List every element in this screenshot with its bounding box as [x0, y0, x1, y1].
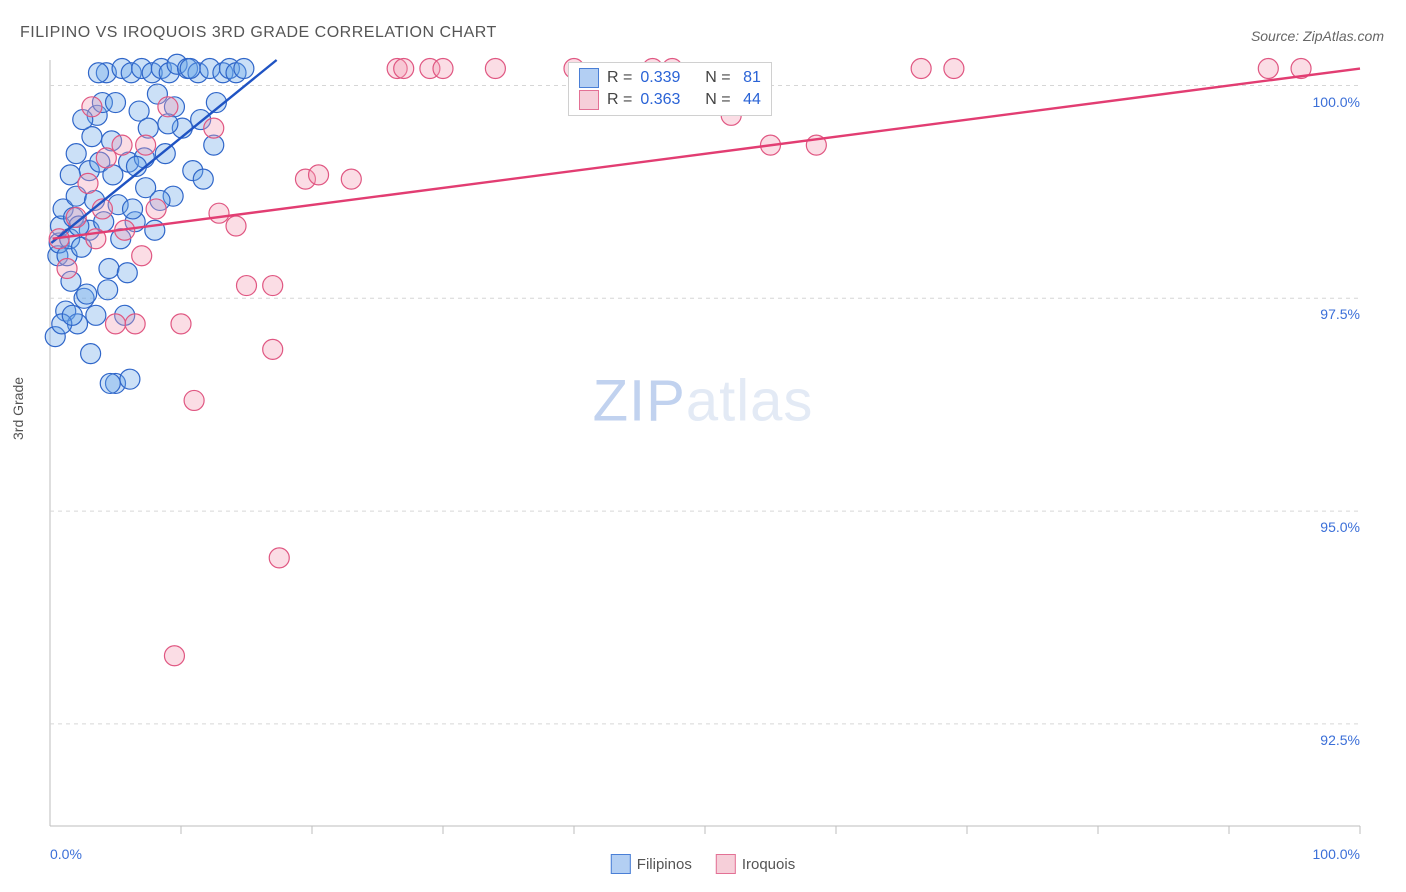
data-point: [158, 97, 178, 117]
data-point: [237, 276, 257, 296]
data-point: [234, 59, 254, 79]
stat-r-value: 0.339: [640, 69, 680, 87]
series-legend: Filipinos Iroquois: [611, 854, 795, 874]
data-point: [180, 59, 200, 79]
data-point: [132, 246, 152, 266]
data-point: [394, 59, 414, 79]
data-point: [155, 144, 175, 164]
data-point: [193, 169, 213, 189]
stat-row: R = 0.339 N = 81: [579, 67, 761, 89]
stat-n-label: N =: [705, 69, 730, 87]
stat-swatch: [579, 68, 599, 88]
data-point: [62, 305, 82, 325]
legend-label: Iroquois: [742, 856, 795, 873]
data-point: [204, 118, 224, 138]
data-point: [77, 284, 97, 304]
data-point: [485, 59, 505, 79]
data-point: [171, 314, 191, 334]
data-point: [136, 135, 156, 155]
data-point: [309, 165, 329, 185]
legend-item: Iroquois: [716, 854, 795, 874]
legend-swatch: [716, 854, 736, 874]
data-point: [263, 339, 283, 359]
data-point: [125, 314, 145, 334]
data-point: [106, 314, 126, 334]
data-point: [117, 263, 137, 283]
data-point: [263, 276, 283, 296]
data-point: [60, 165, 80, 185]
data-point: [120, 369, 140, 389]
stat-n-label: N =: [705, 91, 730, 109]
stat-r-value: 0.363: [640, 91, 680, 109]
y-tick-label: 100.0%: [1300, 94, 1360, 110]
data-point: [184, 390, 204, 410]
data-point: [81, 344, 101, 364]
x-axis-max-label: 100.0%: [1313, 846, 1360, 862]
stat-swatch: [579, 90, 599, 110]
data-point: [88, 63, 108, 83]
scatter-chart: [0, 0, 1406, 892]
data-point: [99, 259, 119, 279]
data-point: [433, 59, 453, 79]
data-point: [86, 305, 106, 325]
y-tick-label: 95.0%: [1300, 519, 1360, 535]
data-point: [57, 259, 77, 279]
stat-r-label: R =: [607, 91, 632, 109]
data-point: [78, 173, 98, 193]
legend-swatch: [611, 854, 631, 874]
data-point: [112, 135, 132, 155]
data-point: [944, 59, 964, 79]
legend-item: Filipinos: [611, 854, 692, 874]
data-point: [123, 199, 143, 219]
y-tick-label: 92.5%: [1300, 732, 1360, 748]
data-point: [911, 59, 931, 79]
data-point: [100, 373, 120, 393]
y-tick-label: 97.5%: [1300, 306, 1360, 322]
data-point: [226, 216, 246, 236]
x-axis-min-label: 0.0%: [50, 846, 82, 862]
stat-r-label: R =: [607, 69, 632, 87]
stat-row: R = 0.363 N = 44: [579, 89, 761, 111]
data-point: [269, 548, 289, 568]
data-point: [106, 93, 126, 113]
data-point: [66, 144, 86, 164]
data-point: [1258, 59, 1278, 79]
data-point: [164, 646, 184, 666]
data-point: [82, 97, 102, 117]
data-point: [145, 220, 165, 240]
data-point: [341, 169, 361, 189]
data-point: [98, 280, 118, 300]
stat-n-value: 44: [739, 91, 761, 109]
data-point: [209, 203, 229, 223]
data-point: [146, 199, 166, 219]
stats-legend-box: R = 0.339 N = 81 R = 0.363 N = 44: [568, 62, 772, 116]
stat-n-value: 81: [739, 69, 761, 87]
legend-label: Filipinos: [637, 856, 692, 873]
